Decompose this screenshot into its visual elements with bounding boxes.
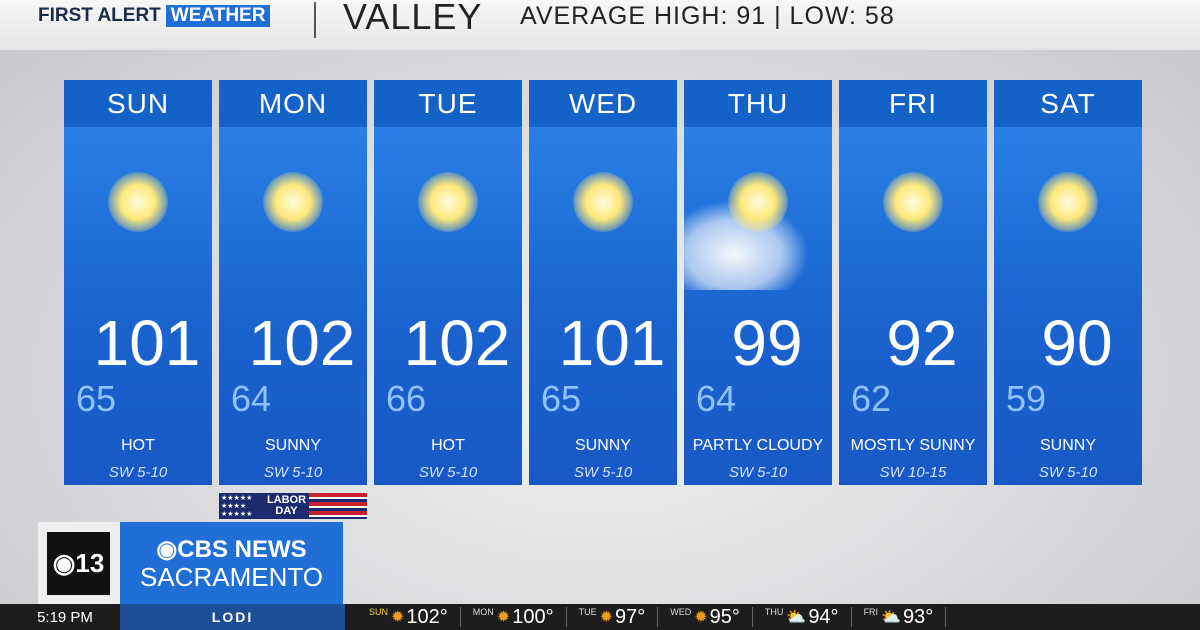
forecast-card-wed: WED 101 65 SUNNY SW 5-10	[529, 80, 677, 485]
wind: SW 5-10	[263, 464, 323, 481]
forecast-card-sun: SUN 101 65 HOT SW 5-10	[64, 80, 212, 485]
ticker-day: MON	[472, 607, 494, 617]
forecast-card-sat: SAT 90 59 SUNNY SW 5-10	[994, 80, 1142, 485]
ticker-day: FRI	[863, 607, 879, 617]
ticker-day: WED	[670, 607, 692, 617]
wind: SW 5-10	[573, 464, 633, 481]
sun-icon	[418, 172, 478, 232]
ticker-city: LODI	[120, 604, 345, 630]
forecast-card-thu: THU 99 64 PARTLY CLOUDY SW 5-10	[684, 80, 832, 485]
wind: SW 10-15	[879, 464, 947, 481]
condition: MOSTLY SUNNY	[850, 437, 976, 454]
ticker-temp: 93°	[902, 605, 934, 628]
sun-icon: ✹	[599, 609, 613, 626]
ticker-temp: 94°	[808, 605, 839, 628]
sun-icon	[728, 172, 788, 232]
ticker-forecast-item: FRI ⛅ 93°	[852, 605, 947, 628]
ticker-day: THU	[764, 607, 784, 617]
wind: SW 5-10	[108, 464, 168, 481]
high-temp: 102	[248, 307, 356, 379]
day-label: TUE	[374, 80, 522, 127]
high-temp: 101	[93, 307, 201, 379]
sun-icon	[263, 172, 323, 232]
cbs-eye-13-logo: ◉13	[47, 532, 110, 595]
low-temp: 64	[231, 378, 272, 419]
channel-number: 13	[75, 548, 105, 578]
day-label: SAT	[994, 80, 1142, 127]
low-temp: 64	[696, 378, 737, 419]
brand-weather-badge: WEATHER	[165, 5, 271, 27]
day-label: MON	[219, 80, 367, 127]
holiday-label-2: DAY	[275, 505, 298, 517]
ticker-temp: 95°	[709, 605, 740, 628]
ticker-forecast-item: THU ⛅ 94°	[753, 605, 852, 628]
low-temp: 65	[541, 378, 582, 419]
ticker-forecast-item: TUE ✹ 97°	[567, 605, 659, 628]
sun-icon: ✹	[391, 609, 405, 626]
day-label: FRI	[839, 80, 987, 127]
sun-icon: ✹	[496, 609, 511, 626]
wind: SW 5-10	[418, 464, 478, 481]
ticker-temp: 102°	[406, 605, 448, 628]
stars-icon: ★★★★★ ★★★★ ★★★★★	[219, 493, 264, 519]
low-temp: 62	[851, 378, 892, 419]
high-temp: 102	[403, 307, 511, 379]
sun-icon	[883, 172, 943, 232]
brand-text: FIRST ALERT	[38, 5, 161, 26]
day-label: WED	[529, 80, 677, 127]
high-temp: 90	[1041, 307, 1113, 379]
forecast-card-mon: MON 102 64 SUNNY SW 5-10	[219, 80, 367, 485]
low-temp: 66	[386, 378, 427, 419]
condition: HOT	[121, 437, 155, 454]
wind: SW 5-10	[1038, 464, 1098, 481]
cbs-eye-icon: ◉	[156, 536, 178, 563]
ticker-day: TUE	[578, 607, 597, 617]
partly-cloudy-icon: ⛅	[881, 609, 901, 626]
condition: HOT	[431, 437, 465, 454]
low-temp: 65	[76, 378, 117, 419]
holiday-label-1: LABOR	[266, 494, 307, 506]
region-title: VALLEY	[343, 0, 483, 37]
ticker-forecast-item: SUN ✹ 102°	[357, 605, 461, 628]
wind: SW 5-10	[728, 464, 788, 481]
bottom-ticker: 5:19 PM LODI SUN ✹ 102° MON ✹ 100° TUE ✹ 97° WED ✹…	[0, 604, 1200, 630]
divider	[314, 2, 316, 38]
sun-icon: ✹	[694, 609, 708, 626]
condition: SUNNY	[574, 437, 631, 454]
station-logo-box: ◉13	[38, 522, 120, 604]
clock: 5:19 PM	[37, 608, 93, 626]
partly-cloudy-icon: ⛅	[786, 609, 807, 626]
brand-logo: FIRST ALERT WEATHER	[38, 5, 271, 27]
day-label: THU	[684, 80, 832, 127]
header-bar: FIRST ALERT WEATHER VALLEY AVERAGE HIGH:…	[0, 0, 1200, 50]
high-temp: 92	[886, 307, 958, 379]
sun-icon	[573, 172, 633, 232]
ticker-temp: 100°	[512, 605, 554, 628]
condition: SUNNY	[264, 437, 321, 454]
ticker-forecast-item: WED ✹ 95°	[658, 605, 753, 628]
ticker-forecast-item: MON ✹ 100°	[461, 605, 567, 628]
condition: PARTLY CLOUDY	[692, 437, 824, 454]
high-temp: 99	[731, 307, 803, 379]
sun-icon	[108, 172, 168, 232]
forecast-card-fri: FRI 92 62 MOSTLY SUNNY SW 10-15	[839, 80, 987, 485]
station-line1: CBS NEWS	[177, 536, 307, 563]
station-line2: SACRAMENTO	[140, 562, 323, 592]
low-temp: 59	[1006, 378, 1047, 419]
sun-icon	[1038, 172, 1098, 232]
station-name: ◉CBS NEWS SACRAMENTO	[120, 522, 343, 604]
ticker-day: SUN	[369, 607, 389, 617]
forecast-card-tue: TUE 102 66 HOT SW 5-10	[374, 80, 522, 485]
day-label: SUN	[64, 80, 212, 127]
labor-day-badge: ★★★★★ ★★★★ ★★★★★ LABOR DAY	[219, 493, 367, 519]
average-temps: AVERAGE HIGH: 91 | LOW: 58	[520, 2, 895, 30]
high-temp: 101	[558, 307, 666, 379]
ticker-temp: 97°	[614, 605, 646, 628]
flag-stripes-icon	[309, 493, 367, 519]
condition: SUNNY	[1039, 437, 1096, 454]
